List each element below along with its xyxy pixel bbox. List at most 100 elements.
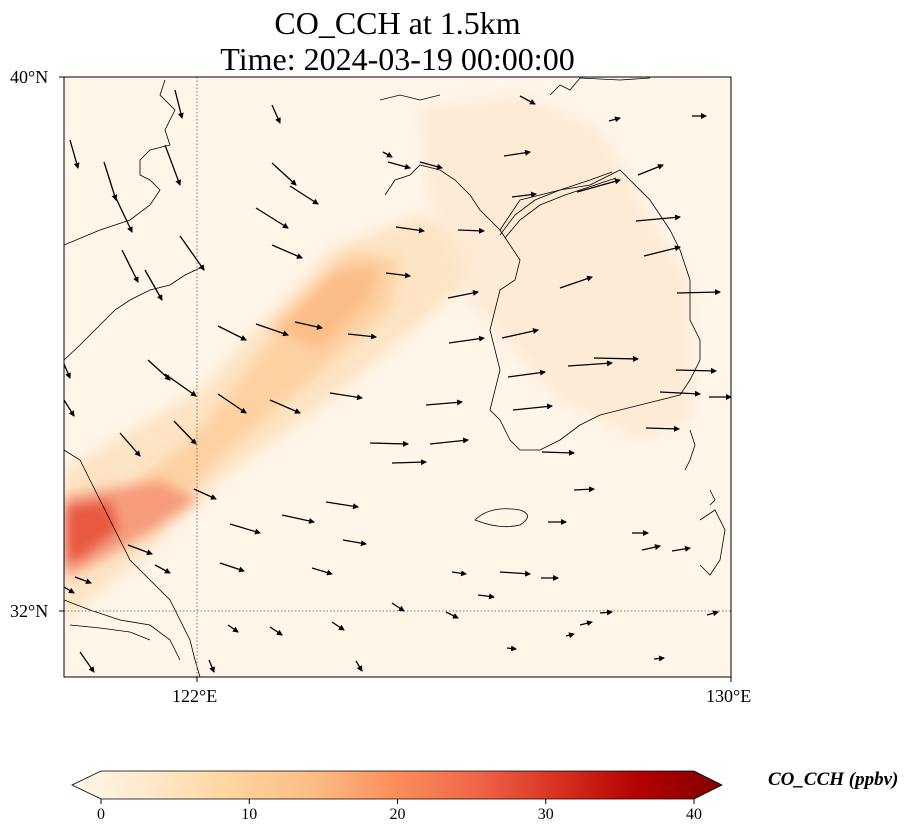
wind-vector-arrow xyxy=(676,289,721,296)
wind-vectors xyxy=(64,89,731,673)
wind-vector-arrow xyxy=(706,610,719,617)
wind-vector-arrow xyxy=(217,393,247,414)
wind-vector-arrow xyxy=(593,355,639,362)
map-frame xyxy=(63,76,732,678)
wind-vector-arrow xyxy=(119,432,141,457)
wind-vector-arrow xyxy=(391,459,427,466)
wind-vector-arrow xyxy=(457,227,485,234)
wind-vector-arrow xyxy=(164,373,197,397)
wind-vector-arrow xyxy=(445,611,459,619)
wind-vector-arrow xyxy=(503,149,531,157)
wind-vector-arrow xyxy=(645,425,680,432)
wind-vector-arrow xyxy=(635,214,681,222)
wind-vector-arrow xyxy=(331,621,345,631)
wind-vector-arrow xyxy=(608,116,621,123)
wind-vector-arrow xyxy=(519,95,536,105)
wind-vector-arrow xyxy=(387,161,411,170)
wind-vector-arrow xyxy=(499,570,531,577)
wind-vector-arrow xyxy=(369,440,409,447)
colorbar-tick-label: 20 xyxy=(389,806,406,823)
wind-vector-arrow xyxy=(173,420,197,445)
wind-vector-arrow xyxy=(144,269,163,301)
wind-vector-arrow xyxy=(477,593,495,600)
wind-vector-arrow xyxy=(179,235,205,271)
wind-vector-arrow xyxy=(69,139,80,169)
wind-vector-arrow xyxy=(659,390,701,397)
wind-vector-arrow xyxy=(79,651,95,673)
colorbar-title: CO_CCH (ppbv) xyxy=(768,769,899,790)
wind-vector-arrow xyxy=(541,449,575,456)
wind-vector-arrow xyxy=(219,562,245,573)
wind-vector-arrow xyxy=(255,323,289,337)
wind-vector-arrow xyxy=(271,162,297,186)
wind-vector-arrow xyxy=(227,624,239,633)
wind-vector-arrow xyxy=(281,514,315,524)
wind-vector-arrow xyxy=(127,544,153,556)
wind-vector-arrow xyxy=(121,249,139,283)
map-title-line2: Time: 2024-03-19 00:00:00 xyxy=(220,41,575,77)
wind-vector-arrow xyxy=(637,164,664,176)
colorbar-bar xyxy=(71,770,723,800)
wind-vector-arrow xyxy=(419,161,443,170)
wind-vector-arrow xyxy=(64,586,75,594)
wind-vector-arrow xyxy=(512,403,553,411)
wind-vector-arrow xyxy=(114,195,133,233)
wind-vector-arrow xyxy=(208,659,215,673)
wind-vector-arrow xyxy=(448,335,485,344)
map-area xyxy=(64,77,731,677)
wind-vector-arrow xyxy=(671,545,691,552)
wind-vector-arrow xyxy=(576,178,621,193)
wind-vector-arrow xyxy=(103,161,118,201)
wind-vector-arrow xyxy=(329,392,363,401)
wind-vector-arrow xyxy=(325,501,359,510)
wind-vector-arrow xyxy=(311,567,333,576)
wind-vector-arrow xyxy=(429,437,469,445)
wind-vector-arrow xyxy=(271,104,281,124)
coastlines xyxy=(64,77,726,677)
wind-vector-arrow xyxy=(653,655,665,662)
wind-vector-arrow xyxy=(147,359,171,381)
wind-vector-arrow xyxy=(271,244,303,259)
colorbar-tick-label: 40 xyxy=(686,806,702,823)
wind-vector-arrow xyxy=(451,570,467,577)
colorbar-tick-label: 10 xyxy=(241,806,258,823)
wind-vector-arrow xyxy=(342,539,367,547)
wind-vector-arrow xyxy=(174,89,184,119)
wind-vector-arrow xyxy=(193,488,217,500)
colorbar-tick-label: 0 xyxy=(97,806,105,823)
lon-tick-label-122E: 122°E xyxy=(172,686,218,706)
wind-vector-arrow xyxy=(355,660,363,672)
wind-vector-arrow xyxy=(347,333,377,340)
wind-vector-arrow xyxy=(447,290,479,299)
lat-tick-label-40N: 40°N xyxy=(10,67,49,87)
wind-vector-arrow xyxy=(164,144,182,186)
wind-vector-arrow xyxy=(599,609,613,616)
wind-vector-arrow xyxy=(74,576,92,585)
wind-vector-arrow xyxy=(425,399,463,406)
map-title-line1: CO_CCH at 1.5km xyxy=(274,5,521,41)
wind-vector-arrow xyxy=(391,602,405,612)
wind-vector-arrow xyxy=(382,151,393,158)
wind-vector-arrow xyxy=(289,185,319,205)
wind-vector-arrow xyxy=(269,626,283,636)
wind-vector-arrow xyxy=(567,360,613,367)
wind-vector-arrow xyxy=(559,275,593,289)
wind-vector-arrow xyxy=(675,367,717,374)
lon-tick-label-130E: 130°E xyxy=(706,686,752,706)
wind-vector-arrow xyxy=(511,191,537,198)
wind-vector-arrow xyxy=(395,226,425,234)
wind-vector-arrow xyxy=(385,272,411,279)
wind-vector-arrow xyxy=(255,207,289,229)
lat-tick-label-32N: 32°N xyxy=(10,601,49,621)
colorbar-tick-label: 30 xyxy=(537,806,554,823)
concentration-field xyxy=(64,95,690,620)
wind-vector-arrow xyxy=(641,544,661,551)
wind-vector-arrow xyxy=(269,399,301,414)
wind-vector-arrow xyxy=(501,328,539,339)
colorbar-ticks xyxy=(100,799,695,804)
wind-vector-arrow xyxy=(573,486,595,493)
wind-vector-arrow xyxy=(64,399,75,417)
wind-vector-arrow xyxy=(154,564,171,574)
wind-vector-arrow xyxy=(506,645,517,652)
